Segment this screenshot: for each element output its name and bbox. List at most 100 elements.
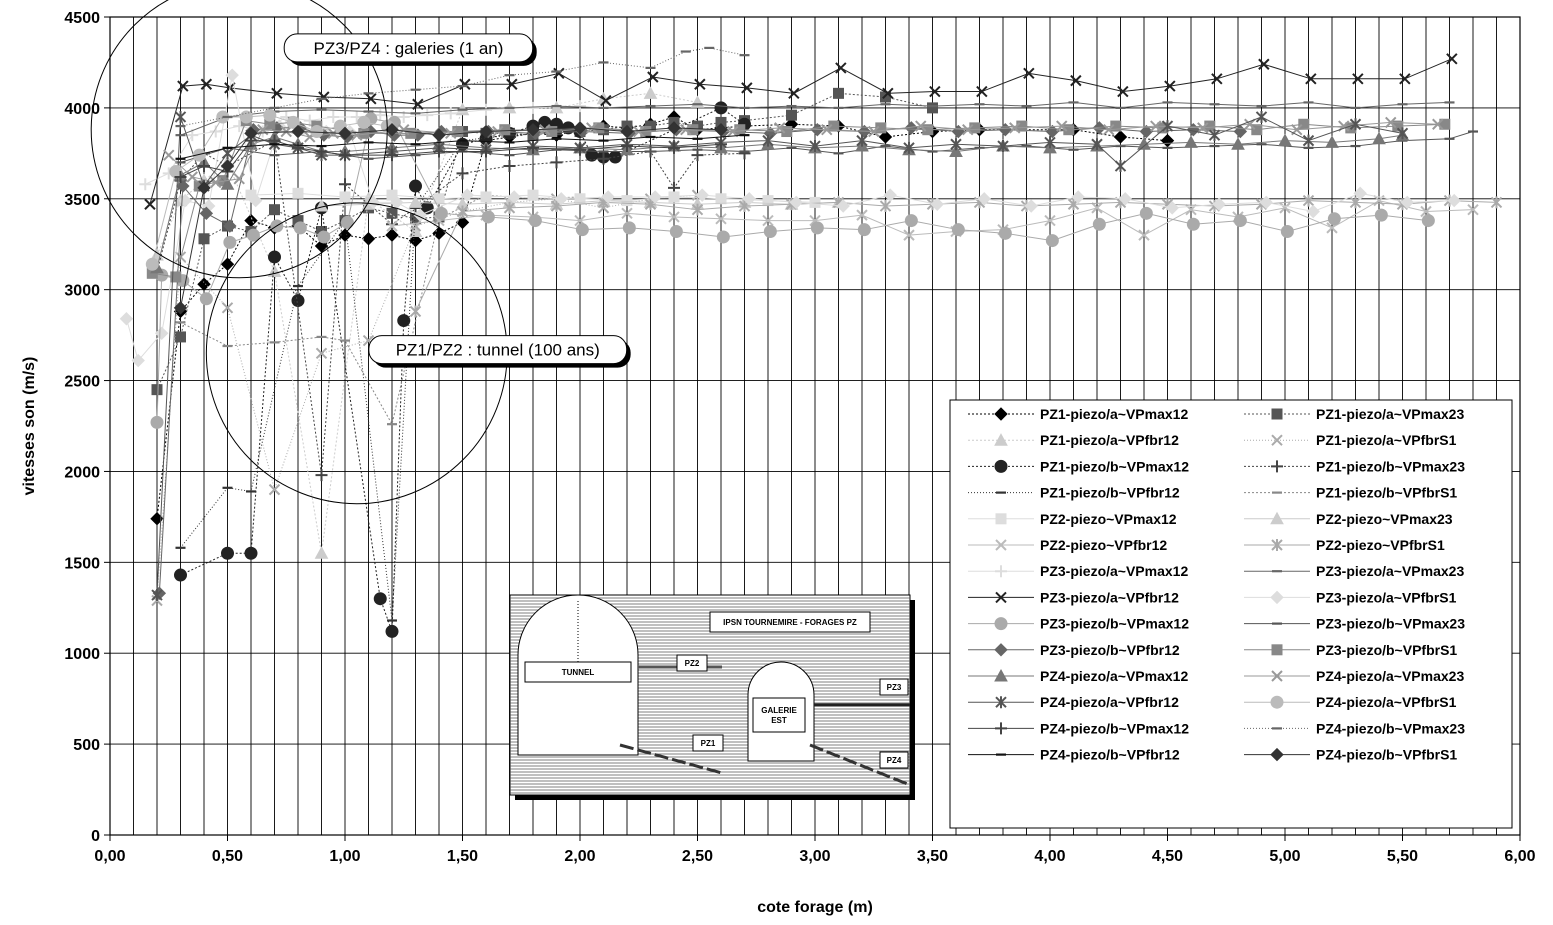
data-point bbox=[1110, 120, 1122, 132]
data-point bbox=[198, 160, 210, 173]
data-point bbox=[781, 126, 793, 138]
annotation-1: PZ3/PZ4 : galeries (1 an) bbox=[90, 0, 537, 279]
data-point bbox=[220, 257, 235, 271]
series-22 bbox=[163, 116, 1444, 189]
data-point bbox=[904, 214, 918, 228]
legend-label: PZ1-piezo/a~VPfbr12 bbox=[1040, 432, 1179, 448]
data-point bbox=[1302, 134, 1315, 147]
data-point bbox=[173, 301, 188, 315]
data-point bbox=[1271, 670, 1283, 682]
data-point bbox=[1044, 136, 1056, 149]
y-tick-label: 2000 bbox=[64, 464, 100, 481]
legend-label: PZ1-piezo/a~VPmax12 bbox=[1040, 406, 1188, 422]
data-point bbox=[951, 223, 965, 237]
data-point bbox=[405, 127, 417, 139]
data-point bbox=[409, 179, 422, 193]
data-point bbox=[1280, 224, 1294, 238]
series-14 bbox=[175, 101, 1455, 137]
data-point bbox=[668, 191, 680, 203]
data-point bbox=[742, 192, 756, 206]
data-point bbox=[338, 126, 352, 141]
pz3-box bbox=[879, 678, 909, 696]
data-point bbox=[903, 229, 915, 241]
data-point bbox=[1071, 190, 1085, 204]
data-point bbox=[1212, 197, 1226, 211]
data-point bbox=[1270, 747, 1284, 762]
data-point bbox=[479, 124, 493, 139]
data-point bbox=[1259, 195, 1273, 210]
data-point bbox=[1103, 123, 1115, 136]
legend-item: PZ1-piezo/b~VPfbrS1 bbox=[1244, 485, 1457, 501]
data-point bbox=[714, 101, 728, 115]
legend-item: PZ4-piezo/a~VPmax12 bbox=[968, 668, 1188, 684]
data-point bbox=[856, 134, 868, 147]
data-point bbox=[1270, 590, 1284, 605]
data-point bbox=[1385, 116, 1397, 129]
y-tick-label: 4000 bbox=[64, 101, 100, 118]
data-point bbox=[175, 331, 186, 343]
data-point bbox=[246, 228, 260, 242]
data-point bbox=[339, 191, 351, 203]
data-point bbox=[1161, 120, 1174, 133]
legend-label: PZ3-piezo/a~VPfbr12 bbox=[1040, 589, 1179, 605]
legend-label: PZ1-piezo/a~VPfbrS1 bbox=[1316, 432, 1457, 448]
data-point bbox=[223, 219, 237, 233]
data-point bbox=[176, 179, 190, 193]
data-point bbox=[1023, 67, 1035, 80]
data-point bbox=[1278, 133, 1292, 147]
data-point bbox=[1024, 199, 1038, 213]
data-point bbox=[695, 188, 709, 202]
data-point bbox=[1184, 135, 1198, 148]
legend-item: PZ3-piezo/a~VPfbr12 bbox=[968, 589, 1179, 605]
data-point bbox=[574, 100, 586, 113]
pz4-label: PZ4 bbox=[887, 756, 902, 765]
x-tick-label: 1,00 bbox=[329, 848, 360, 865]
legend-item: PZ1-piezo/b~VPfbr12 bbox=[968, 485, 1180, 501]
data-point bbox=[1044, 214, 1056, 227]
x-tick-label: 3,00 bbox=[799, 848, 830, 865]
series-line bbox=[180, 127, 722, 308]
data-point bbox=[1446, 53, 1458, 65]
legend-label: PZ4-piezo/a~VPmax12 bbox=[1040, 668, 1188, 684]
data-point bbox=[1258, 58, 1270, 70]
data-point bbox=[386, 189, 398, 201]
legend-item: PZ2-piezo~VPmax12 bbox=[968, 511, 1177, 527]
data-point bbox=[1211, 73, 1223, 85]
data-point bbox=[412, 98, 424, 110]
data-point bbox=[668, 141, 680, 154]
data-point bbox=[1139, 124, 1154, 139]
data-point bbox=[1349, 118, 1362, 131]
data-point bbox=[480, 145, 492, 158]
data-point bbox=[691, 203, 704, 216]
data-point bbox=[386, 149, 398, 162]
data-point bbox=[1421, 214, 1435, 228]
data-point bbox=[421, 109, 434, 122]
data-point bbox=[1251, 124, 1263, 136]
data-point bbox=[738, 147, 751, 160]
data-point bbox=[151, 384, 163, 396]
data-point bbox=[499, 124, 511, 136]
legend-item: PZ4-piezo/a~VPfbrS1 bbox=[1244, 694, 1457, 710]
series-line bbox=[415, 200, 1497, 312]
legend-label: PZ1-piezo/b~VPfbrS1 bbox=[1316, 485, 1457, 501]
data-point bbox=[480, 191, 492, 203]
series-line bbox=[321, 200, 839, 207]
tunnel-label: TUNNEL bbox=[562, 668, 595, 677]
data-point bbox=[621, 140, 633, 153]
data-point bbox=[995, 565, 1007, 578]
data-point bbox=[995, 513, 1007, 525]
data-point bbox=[408, 195, 423, 208]
data-point bbox=[145, 257, 159, 271]
data-point bbox=[397, 314, 411, 328]
data-point bbox=[361, 232, 376, 246]
data-point bbox=[433, 145, 445, 158]
data-point bbox=[210, 176, 222, 189]
data-point bbox=[647, 71, 659, 83]
legend-label: PZ3-piezo/b~VPfbrS1 bbox=[1316, 642, 1457, 658]
data-point bbox=[575, 223, 589, 237]
data-point bbox=[622, 221, 636, 235]
data-point bbox=[1352, 73, 1364, 85]
series-line bbox=[391, 200, 1474, 236]
inset-diagram: IPSN TOURNEMIRE - FORAGES PZ TUNNEL PZ2 PZ1… bbox=[509, 594, 915, 800]
